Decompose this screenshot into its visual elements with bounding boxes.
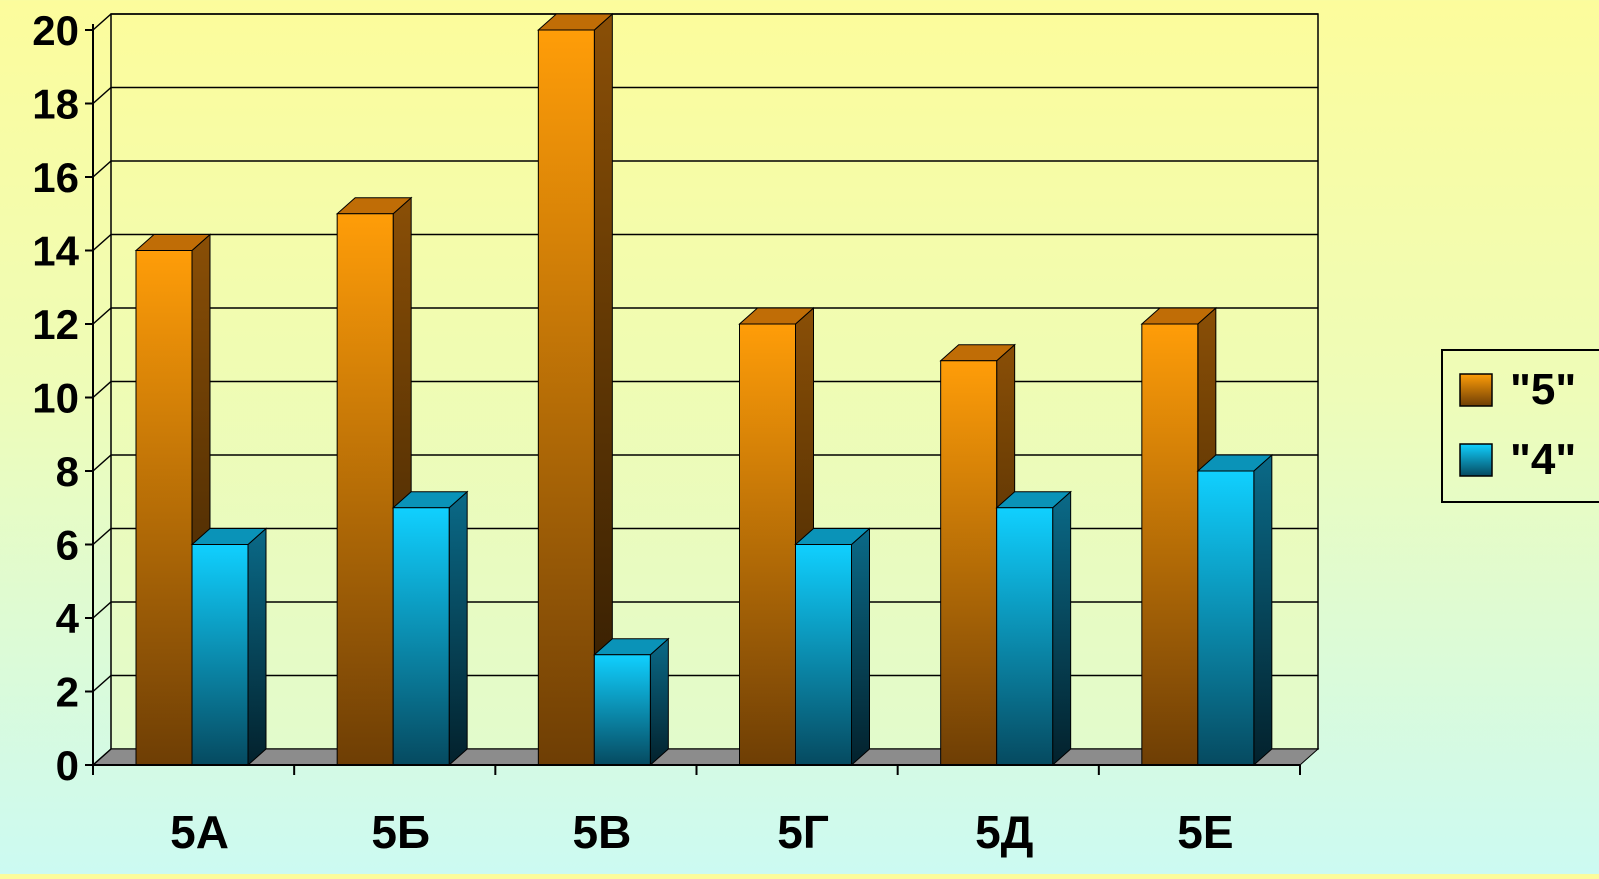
y-tick-label: 20 [32, 7, 79, 54]
y-tick-label: 18 [32, 81, 79, 128]
gridline-depth [92, 454, 112, 472]
legend-swatch [1459, 443, 1493, 477]
y-tick-label: 2 [56, 669, 79, 716]
bar [537, 29, 595, 766]
bar [135, 250, 193, 766]
y-tick-label: 14 [32, 228, 79, 275]
legend-label: "4" [1510, 435, 1576, 484]
gridline-depth [92, 13, 112, 31]
bar-side [851, 527, 870, 767]
y-tick-label: 6 [56, 522, 79, 569]
y-tick-label: 16 [32, 154, 79, 201]
bar [336, 213, 394, 766]
chart-floor [91, 748, 1320, 766]
bar [392, 507, 450, 766]
legend-label: "5" [1510, 365, 1576, 414]
gridline-depth [92, 748, 112, 766]
gridline-depth [92, 160, 112, 178]
gridline-depth [92, 307, 112, 325]
x-tick-label: 5Б [371, 806, 430, 858]
bar [940, 360, 998, 766]
x-tick-label: 5Е [1177, 806, 1233, 858]
gridline-depth [92, 674, 112, 693]
legend: "5""4" [1441, 349, 1599, 503]
gridline-depth [92, 380, 112, 399]
bar [795, 544, 852, 766]
y-tick-label: 8 [56, 448, 79, 495]
x-tick-label: 5В [573, 806, 632, 858]
bar-side [247, 527, 267, 767]
bar [593, 654, 651, 766]
bar-side [1052, 490, 1072, 767]
bar [1141, 323, 1199, 766]
gridline-depth [92, 527, 112, 546]
x-tick-label: 5А [170, 806, 229, 858]
bar-side [1253, 453, 1273, 767]
y-tick-label: 12 [32, 301, 79, 348]
gridline-depth [92, 601, 112, 619]
y-tick-label: 4 [56, 595, 80, 642]
bar-side [649, 637, 669, 767]
x-tick-label: 5Д [975, 806, 1033, 858]
gridline-depth [92, 233, 112, 252]
legend-swatch [1459, 373, 1493, 407]
bar [996, 507, 1054, 766]
bar [191, 544, 249, 766]
y-tick-label: 0 [56, 742, 79, 789]
y-tick-label: 10 [32, 375, 79, 422]
bar [1197, 470, 1255, 766]
gridline-depth [92, 86, 112, 105]
bar [739, 323, 796, 766]
legend-box [1441, 349, 1599, 503]
x-tick-label: 5Г [777, 806, 829, 858]
bar-side [448, 490, 468, 767]
